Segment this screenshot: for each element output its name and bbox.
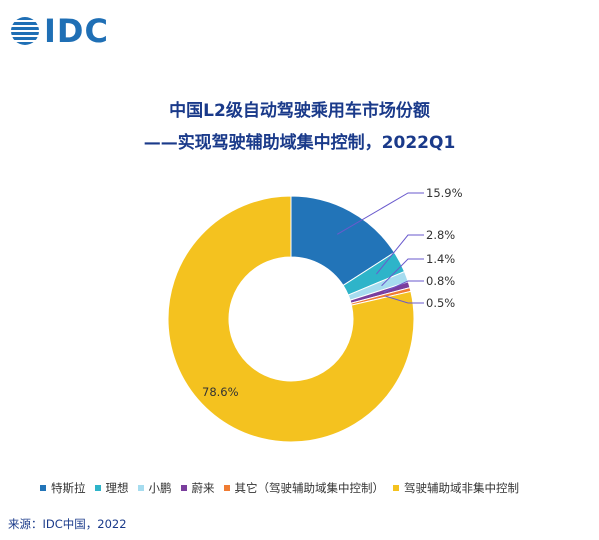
idc-logo-text: IDC xyxy=(44,12,109,50)
legend-item-5: 其它（驾驶辅助域集中控制） xyxy=(223,480,385,496)
legend-swatch xyxy=(393,485,399,491)
chart-legend: 特斯拉 理想 小鹏 蔚来 其它（驾驶辅助域集中控制） 驾驶辅助域非集中控制 xyxy=(40,480,519,496)
legend-label: 蔚来 xyxy=(191,481,215,495)
donut-chart: 15.9% 2.8% 1.4% 0.8% 0.5% 78.6% xyxy=(167,186,463,443)
leader-line-4 xyxy=(383,280,424,293)
legend-label: 特斯拉 xyxy=(51,481,86,495)
legend-swatch xyxy=(94,485,101,491)
legend-swatch xyxy=(223,485,230,491)
legend-label: 小鹏 xyxy=(148,481,172,495)
chart-subtitle: ——实现驾驶辅助域集中控制，2022Q1 xyxy=(143,133,456,153)
leader-line-2 xyxy=(376,234,424,275)
legend-item-1: 特斯拉 xyxy=(40,480,86,496)
data-label-2: 2.8% xyxy=(426,228,455,242)
legend-label: 其它（驾驶辅助域集中控制） xyxy=(234,481,385,495)
idc-logo: IDC xyxy=(10,14,109,48)
chart-title: 中国L2级自动驾驶乘用车市场份额 xyxy=(169,101,430,121)
data-label-4: 0.8% xyxy=(426,274,455,288)
slice-6 xyxy=(167,195,415,443)
legend-item-2: 理想 xyxy=(94,480,129,496)
data-label-1: 15.9% xyxy=(426,186,463,200)
leader-line-5 xyxy=(384,295,424,304)
idc-globe-logo-icon xyxy=(11,17,39,45)
leader-line-1 xyxy=(336,192,424,235)
legend-label: 驾驶辅助域非集中控制 xyxy=(404,481,519,495)
legend-item-6: 驾驶辅助域非集中控制 xyxy=(393,480,519,496)
legend-label: 理想 xyxy=(105,481,129,495)
data-label-6: 78.6% xyxy=(202,385,239,399)
legend-item-3: 小鹏 xyxy=(137,480,172,496)
data-label-3: 1.4% xyxy=(426,252,455,266)
source-note: 来源：IDC中国，2022 xyxy=(8,517,127,531)
data-label-5: 0.5% xyxy=(426,296,455,310)
legend-swatch xyxy=(40,485,46,491)
legend-item-4: 蔚来 xyxy=(180,480,215,496)
legend-swatch xyxy=(180,485,187,491)
legend-swatch xyxy=(137,485,144,491)
leader-line-3 xyxy=(381,258,424,287)
